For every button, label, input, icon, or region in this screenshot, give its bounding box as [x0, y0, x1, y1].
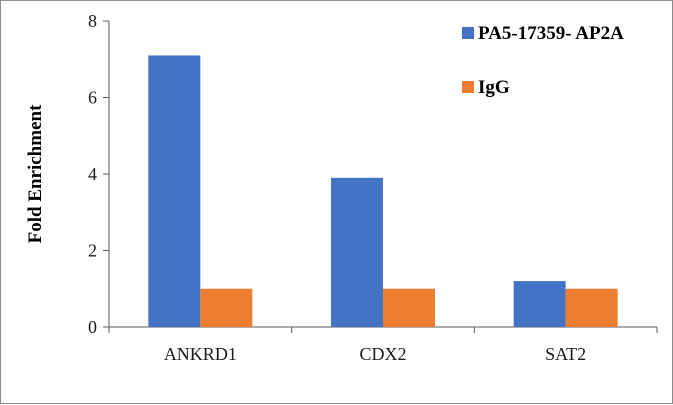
y-tick-label: 4: [88, 164, 97, 184]
legend-swatch: [462, 81, 474, 93]
y-axis: 0 2 4 6 8: [88, 11, 110, 337]
legend: PA5-17359- AP2A IgG: [462, 23, 624, 98]
bar-series1: [148, 55, 201, 328]
bar-series2: [565, 288, 618, 327]
y-tick-label: 8: [88, 11, 97, 31]
x-category-label: SAT2: [545, 344, 586, 364]
y-tick-label: 2: [88, 241, 97, 261]
legend-swatch: [462, 27, 474, 39]
y-tick-label: 6: [88, 88, 97, 108]
bar-series2: [200, 288, 253, 327]
bar-series1: [513, 281, 566, 327]
bar-series1: [331, 177, 383, 327]
bars: [148, 55, 618, 328]
bar-series2: [383, 288, 435, 327]
legend-label: IgG: [478, 77, 510, 98]
legend-label: PA5-17359- AP2A: [478, 23, 624, 44]
y-axis-label: Fold Enrichment: [25, 104, 46, 243]
y-tick-label: 0: [88, 317, 97, 337]
x-category-label: CDX2: [359, 344, 406, 364]
x-axis: ANKRD1 CDX2 SAT2: [108, 326, 658, 364]
x-category-label: ANKRD1: [164, 344, 237, 364]
